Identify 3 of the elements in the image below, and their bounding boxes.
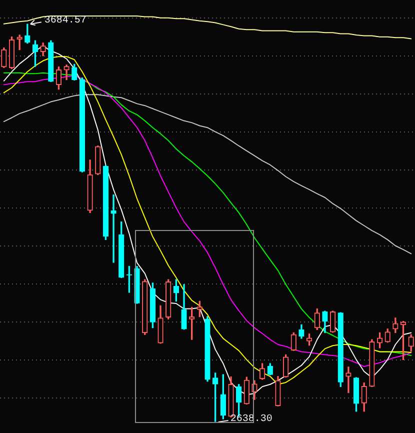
candlestick [110, 194, 116, 263]
annotation: 3684.57 [44, 16, 86, 27]
candlestick [346, 366, 352, 394]
